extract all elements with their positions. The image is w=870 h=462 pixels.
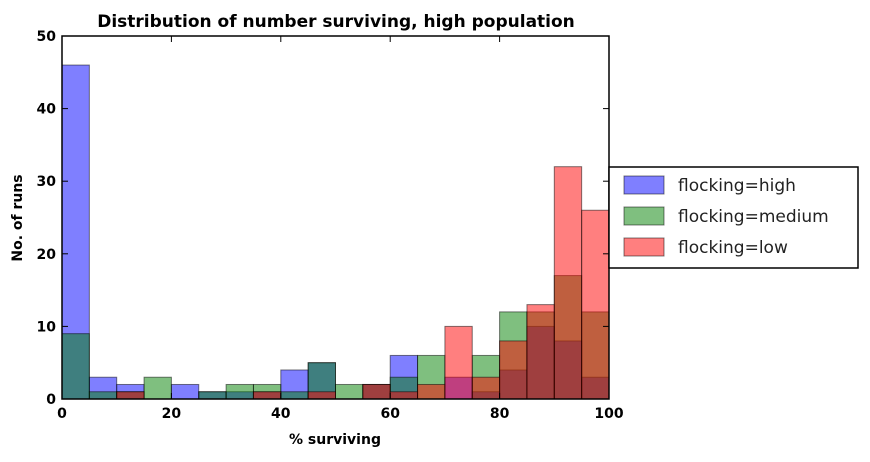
bar-series-2-bin-7 <box>252 391 282 400</box>
y-axis-label: No. of runs <box>10 174 26 261</box>
legend-label-2: flocking=low <box>678 238 788 258</box>
bar-series-2-bin-11 <box>362 383 391 400</box>
bar-series-2-bin-9 <box>307 391 336 400</box>
legend-swatch-0 <box>623 175 665 195</box>
x-tick-label-2: 40 <box>271 406 291 422</box>
x-axis-label: % surviving <box>289 432 381 448</box>
bar-series-2-bin-13 <box>417 383 446 400</box>
y-tick-label-2: 20 <box>37 247 57 263</box>
y-tick-label-4: 40 <box>37 102 57 118</box>
legend-swatch-2 <box>623 237 665 257</box>
y-tick-label-3: 30 <box>37 174 57 190</box>
y-tick-label-0: 0 <box>46 392 56 408</box>
bar-series-1-bin-10 <box>335 383 364 400</box>
x-tick-label-0: 0 <box>57 406 67 422</box>
bar-series-0-bin-4 <box>170 383 200 400</box>
bar-series-1-bin-0 <box>61 333 90 400</box>
bar-series-2-bin-16 <box>499 340 528 400</box>
bar-series-2-bin-2 <box>116 391 145 400</box>
x-tick-label-1: 20 <box>162 406 182 422</box>
bar-series-1-bin-8 <box>280 391 309 400</box>
bar-series-1-bin-6 <box>225 383 254 400</box>
legend-label-0: flocking=high <box>678 176 796 196</box>
bar-series-2-bin-12 <box>389 391 419 400</box>
bar-series-1-bin-1 <box>88 391 118 400</box>
bar-series-2-bin-15 <box>471 376 501 400</box>
bar-series-2-bin-18 <box>553 166 583 400</box>
bar-series-2-bin-14 <box>444 325 473 400</box>
y-tick-label-5: 50 <box>37 29 57 45</box>
tick-labels-group: 0 20 40 60 80 100 0 10 20 30 40 50 <box>37 29 624 422</box>
y-tick-label-1: 10 <box>37 319 57 335</box>
x-tick-label-5: 100 <box>594 406 623 422</box>
bar-series-1-bin-3 <box>143 376 172 400</box>
x-tick-label-4: 80 <box>490 406 510 422</box>
chart-title: Distribution of number surviving, high p… <box>97 12 575 32</box>
bar-series-1-bin-5 <box>198 391 227 400</box>
bar-series-2-bin-19 <box>581 209 610 400</box>
legend: flocking=high flocking=medium flocking=low <box>608 166 859 269</box>
bars-group <box>61 64 610 400</box>
x-tick-label-3: 60 <box>380 406 400 422</box>
legend-label-1: flocking=medium <box>678 207 829 227</box>
bar-series-2-bin-17 <box>526 304 555 400</box>
legend-swatch-1 <box>623 206 665 226</box>
